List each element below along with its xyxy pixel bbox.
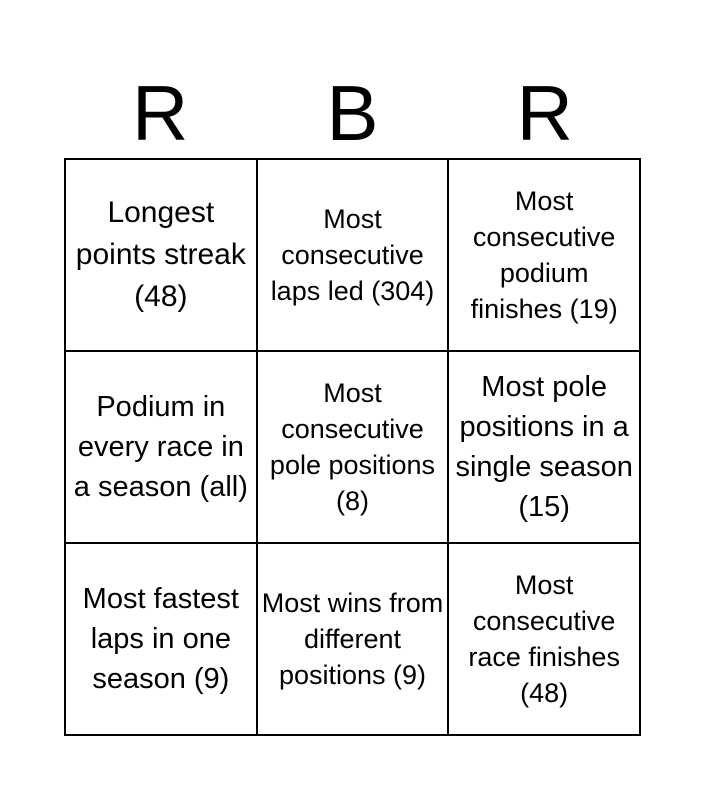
bingo-cell[interactable]: Longest points streak (48) <box>65 159 257 351</box>
bingo-cell[interactable]: Most pole positions in a single season (… <box>448 351 640 543</box>
header-letter: R <box>516 69 573 157</box>
header-letter: R <box>131 69 189 157</box>
bingo-cell[interactable]: Podium in every race in a season (all) <box>65 351 257 543</box>
header-letter: B <box>326 69 379 157</box>
bingo-cell[interactable]: Most consecutive laps led (304) <box>256 159 449 351</box>
bingo-cell[interactable]: Most consecutive podium finishes (19) <box>448 159 640 351</box>
bingo-header: R B R <box>64 68 641 158</box>
bingo-cell[interactable]: Most wins from different positions (9) <box>256 543 449 735</box>
bingo-cell[interactable]: Most fastest laps in one season (9) <box>65 543 257 735</box>
bingo-cell[interactable]: Most consecutive race finishes (48) <box>448 543 640 735</box>
bingo-grid: Longest points streak (48) Most consecut… <box>64 158 641 736</box>
bingo-cell[interactable]: Most consecutive pole positions (8) <box>256 351 449 543</box>
